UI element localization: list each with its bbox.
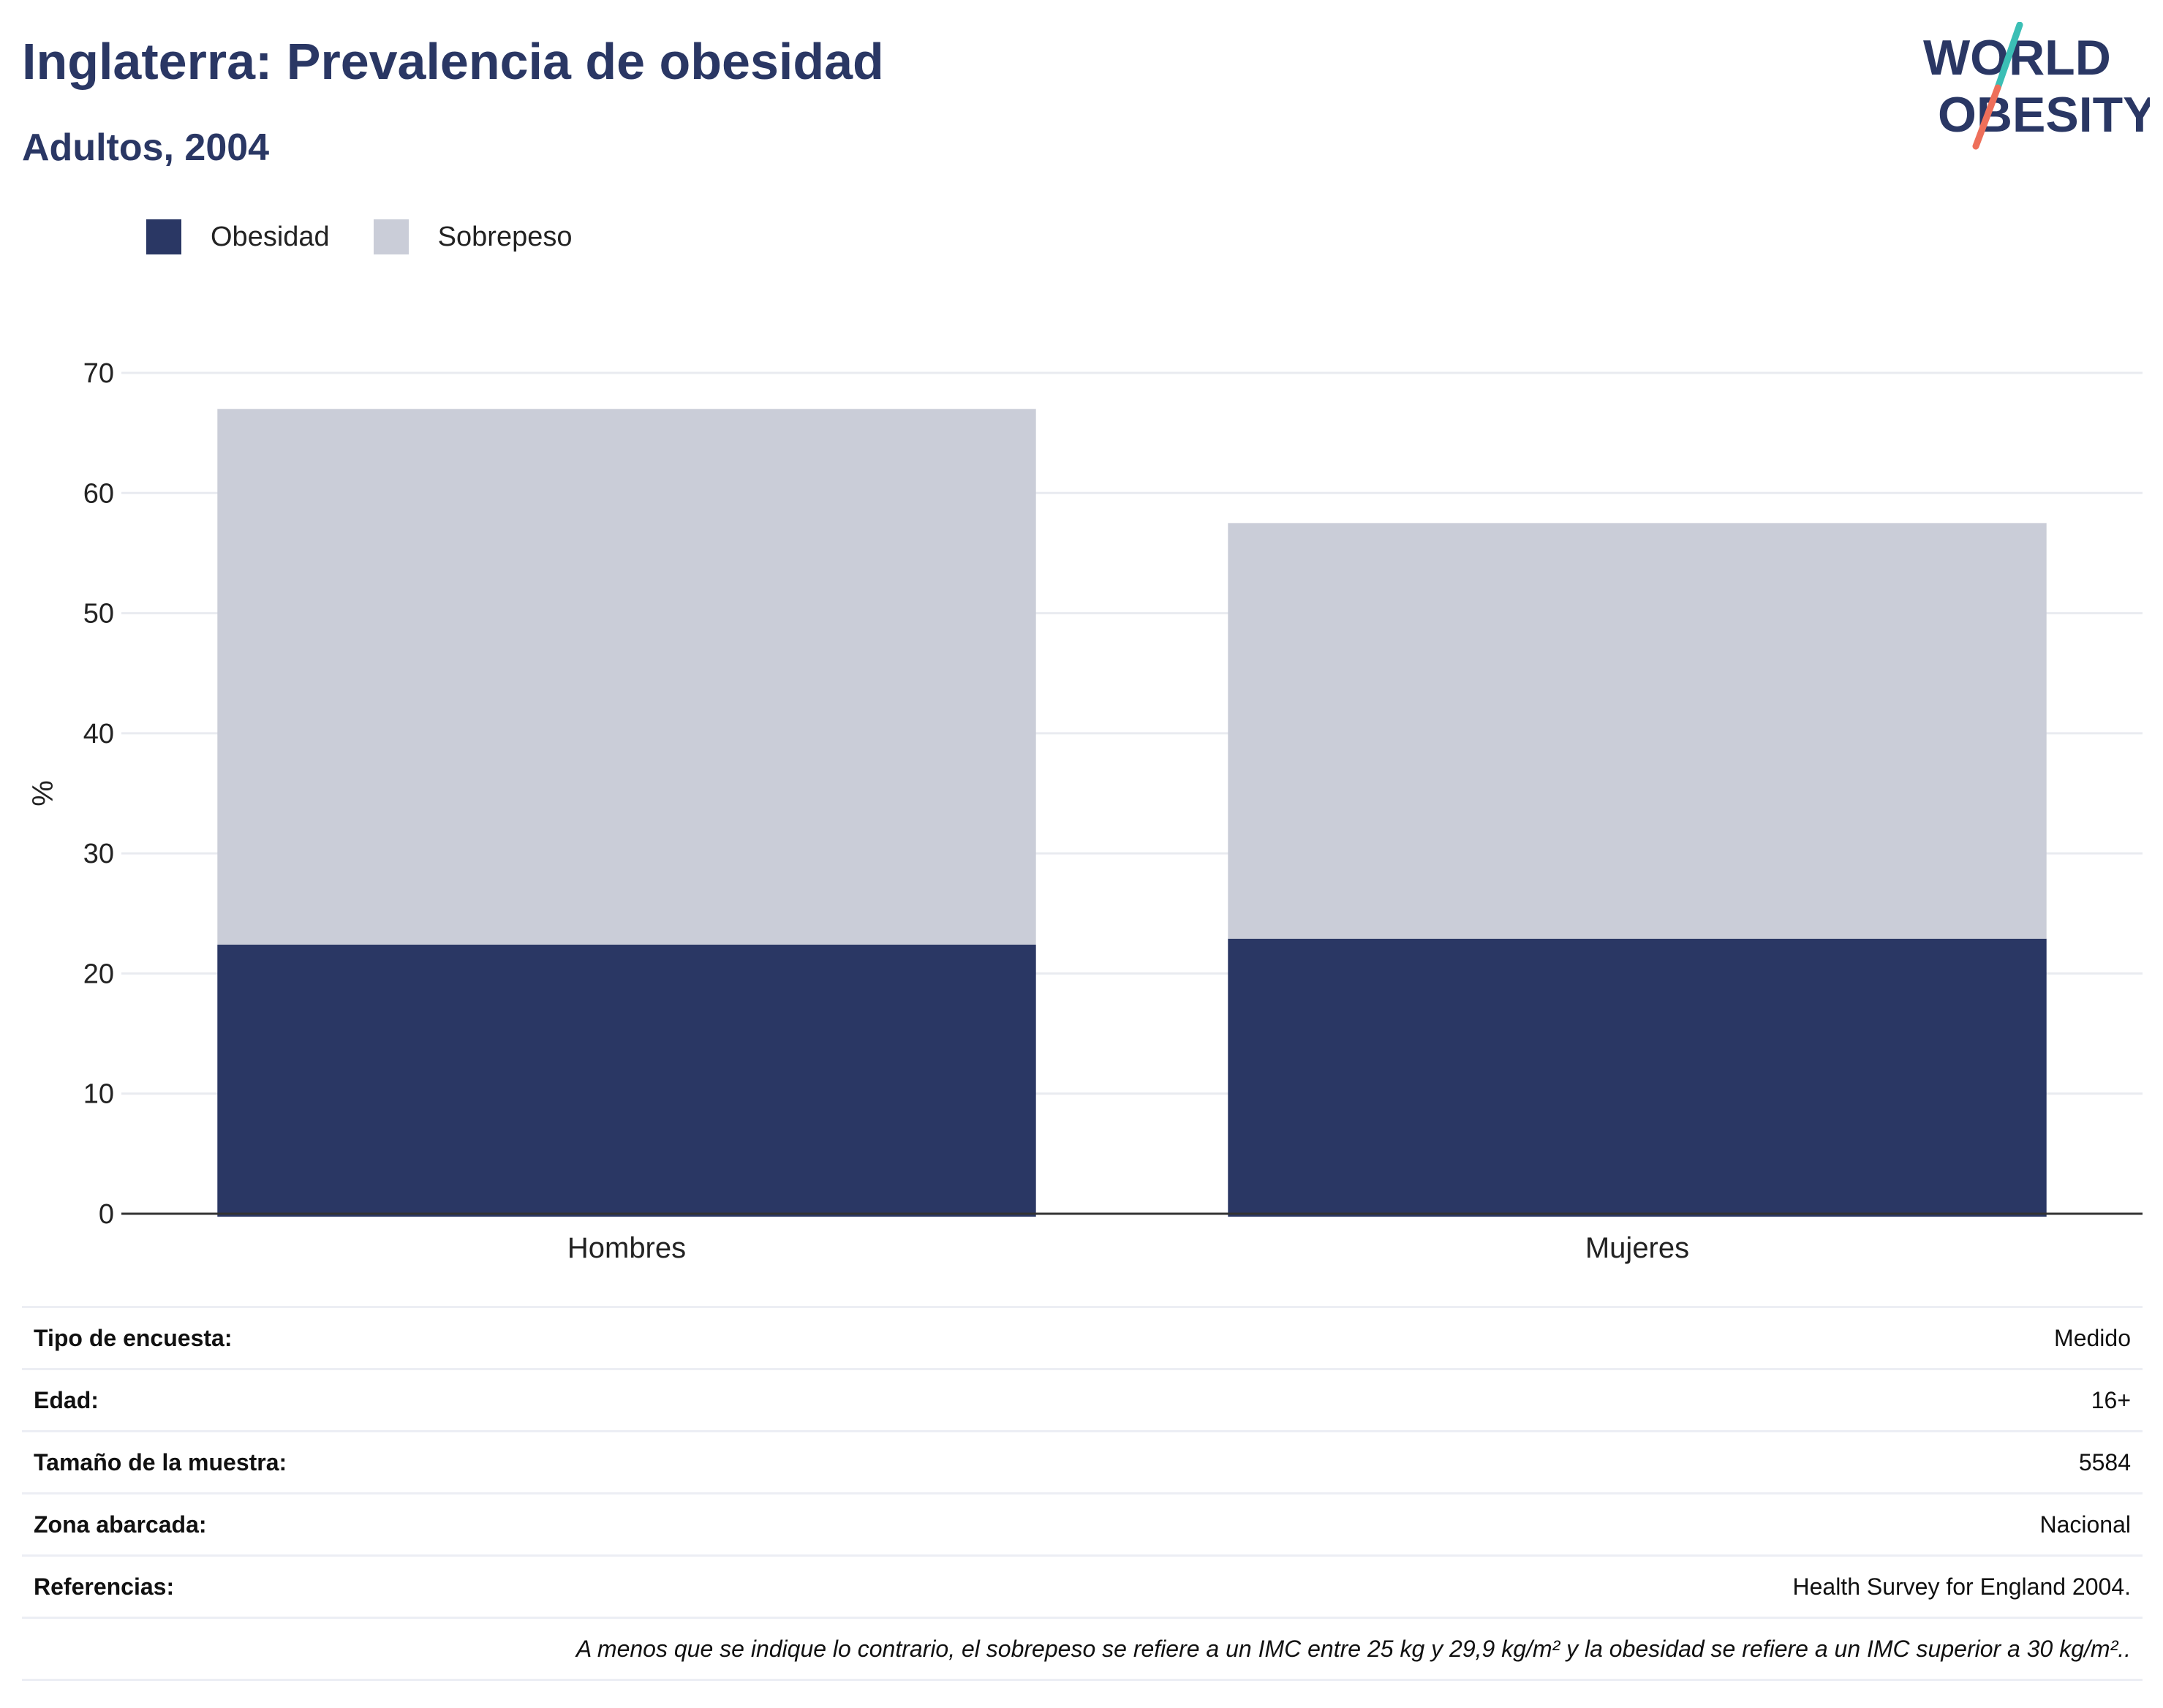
legend-label-sobrepeso: Sobrepeso [437, 221, 573, 252]
legend-item-obesidad[interactable]: Obesidad [146, 219, 330, 254]
legend-swatch-sobrepeso [373, 219, 409, 254]
info-label: Tamaño de la muestra: [22, 1430, 941, 1494]
info-value: 16+ [940, 1368, 2143, 1432]
y-tick-label: 40 [83, 719, 114, 749]
world-obesity-logo: WORLD OBESITY [1923, 22, 2150, 150]
bar-obesidad-hombres [217, 945, 1036, 1217]
logo-slash-top [1994, 22, 2023, 91]
y-tick-label: 70 [83, 358, 114, 389]
legend-swatch-obesidad [146, 219, 181, 254]
info-row-zona-abarcada: Zona abarcada: Nacional [22, 1492, 2143, 1556]
x-tick-label: Mujeres [1585, 1232, 1689, 1264]
chart-title: Inglaterra: Prevalencia de obesidad [22, 33, 884, 90]
info-label: Edad: [22, 1368, 941, 1432]
logo-slash-bottom [1972, 84, 2001, 150]
y-tick-label: 50 [83, 599, 114, 630]
y-axis-label: % [27, 780, 59, 806]
info-value: Health Survey for England 2004. [940, 1554, 2143, 1618]
info-label: Referencias: [22, 1554, 941, 1618]
survey-info-table: Tipo de encuesta: Medido Edad: 16+ Tamañ… [22, 1306, 2143, 1681]
x-tick-label: Hombres [567, 1232, 686, 1264]
info-value: Nacional [940, 1492, 2143, 1556]
chart-legend: Obesidad Sobrepeso [146, 216, 616, 257]
bar-sobrepeso-mujeres [1228, 523, 2047, 939]
info-row-tipo-encuesta: Tipo de encuesta: Medido [22, 1306, 2143, 1369]
y-tick-label: 20 [83, 959, 114, 989]
info-label: Zona abarcada: [22, 1492, 941, 1556]
bar-sobrepeso-hombres [217, 409, 1036, 945]
info-row-tamano-muestra: Tamaño de la muestra: 5584 [22, 1430, 2143, 1494]
info-footnote: A menos que se indique lo contrario, el … [22, 1617, 2143, 1681]
info-row-referencias: Referencias: Health Survey for England 2… [22, 1554, 2143, 1618]
info-label: Tipo de encuesta: [22, 1306, 941, 1369]
info-note-row: A menos que se indique lo contrario, el … [22, 1617, 2143, 1681]
legend-item-sobrepeso[interactable]: Sobrepeso [373, 219, 573, 254]
info-row-edad: Edad: 16+ [22, 1368, 2143, 1432]
bar-obesidad-mujeres [1228, 938, 2047, 1217]
info-value: Medido [940, 1306, 2143, 1369]
y-tick-label: 10 [83, 1079, 114, 1110]
stacked-bar-chart: 0 10 20 30 40 50 60 70 Hombres Mujeres% [27, 358, 2143, 1264]
y-tick-label: 0 [99, 1199, 114, 1230]
logo-text-obesity: OBESITY [1938, 87, 2150, 143]
y-tick-label: 60 [83, 478, 114, 509]
chart-subtitle: Adultos, 2004 [22, 126, 270, 169]
info-value: 5584 [940, 1430, 2143, 1494]
y-tick-label: 30 [83, 839, 114, 869]
legend-label-obesidad: Obesidad [211, 221, 330, 252]
